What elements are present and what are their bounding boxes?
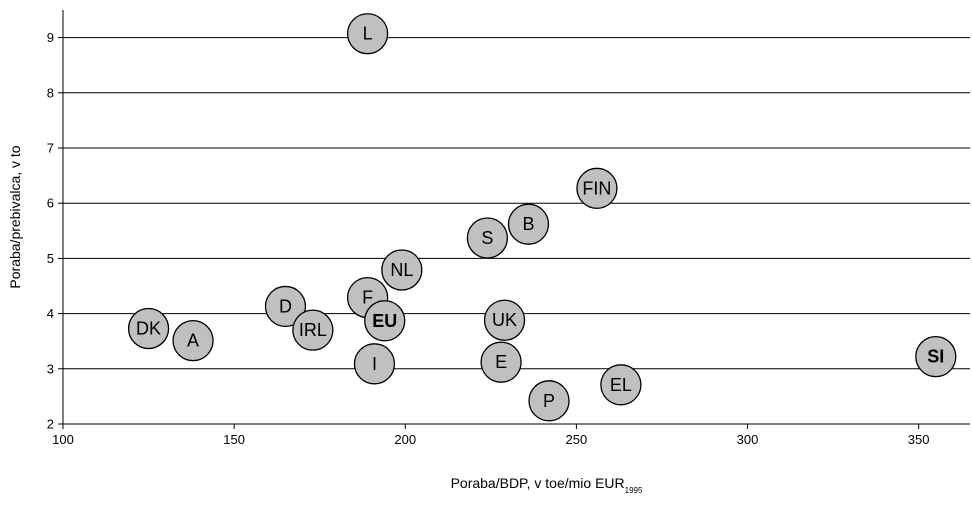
point-d: D [264, 285, 307, 328]
point-label-e: E [495, 352, 507, 372]
point-s: S [466, 217, 509, 259]
point-label-irl: IRL [299, 320, 327, 340]
point-irl: IRL [292, 309, 334, 351]
point-label-dk: DK [136, 319, 161, 339]
point-dk: DK [127, 307, 170, 350]
y-tick-label-2: 2 [47, 417, 54, 432]
y-axis-title: Poraba/prebivalca, v to [7, 145, 23, 288]
point-label-eu: EU [372, 311, 397, 331]
point-marker-el [600, 364, 642, 406]
point-label-nl: NL [390, 260, 413, 280]
point-marker-l [346, 13, 389, 55]
point-label-p: P [543, 391, 555, 411]
point-label-d: D [279, 296, 292, 316]
point-el: EL [600, 364, 642, 406]
y-tick-label-3: 3 [47, 361, 54, 376]
point-label-el: EL [610, 375, 632, 395]
point-marker-eu [364, 300, 406, 342]
point-label-fin: FIN [582, 178, 611, 198]
point-si: SI [915, 336, 957, 378]
x-tick-label-300: 300 [737, 432, 759, 447]
point-marker-p [528, 380, 570, 422]
point-l: L [346, 13, 389, 55]
point-label-si: SI [927, 347, 944, 367]
point-marker-a [172, 319, 214, 362]
x-tick-label-150: 150 [223, 432, 245, 447]
point-label-b: B [522, 214, 534, 234]
point-eu: EU [364, 300, 406, 342]
y-tick-label-6: 6 [47, 196, 54, 211]
point-b: B [507, 203, 550, 245]
y-tick-label-7: 7 [47, 141, 54, 156]
point-marker-b [507, 203, 550, 245]
point-marker-nl [381, 249, 423, 291]
x-tick-label-200: 200 [394, 432, 416, 447]
point-label-s: S [481, 228, 493, 248]
point-label-l: L [363, 24, 373, 44]
point-marker-fin [576, 167, 618, 209]
point-marker-dk [127, 307, 170, 350]
point-marker-d [264, 285, 307, 328]
gridlines [58, 37, 970, 429]
point-e: E [480, 341, 522, 383]
y-tick-label-4: 4 [47, 306, 54, 321]
point-marker-irl [292, 309, 334, 351]
point-i: I [353, 343, 396, 385]
x-tick-label-350: 350 [908, 432, 930, 447]
x-axis-title: Poraba/BDP, v toe/mio EUR1995 [451, 475, 643, 495]
y-tick-label-9: 9 [47, 30, 54, 45]
point-fin: FIN [576, 167, 618, 209]
point-label-a: A [187, 331, 199, 351]
x-axis-title-main: Poraba/BDP, v toe/mio EUR [451, 475, 625, 491]
y-tick-label-5: 5 [47, 251, 54, 266]
data-points: L FIN B S NL F D EU UK IRL DK A SI E I EL P [127, 13, 957, 422]
x-tick-label-250: 250 [566, 432, 588, 447]
point-label-f: F [362, 288, 373, 308]
tick-labels: 2 3 4 5 6 7 8 9 100 150 200 250 300 350 [47, 30, 930, 447]
y-tick-label-8: 8 [47, 85, 54, 100]
point-marker-uk [483, 299, 526, 341]
axes [62, 10, 970, 425]
x-tick-label-100: 100 [52, 432, 74, 447]
point-nl: NL [381, 249, 423, 291]
point-marker-s [466, 217, 509, 259]
point-label-uk: UK [492, 310, 517, 330]
point-marker-e [480, 341, 522, 383]
x-axis-title-subscript: 1995 [625, 486, 643, 495]
point-uk: UK [483, 299, 526, 341]
point-marker-si [915, 336, 957, 378]
point-label-i: I [372, 354, 377, 374]
point-a: A [172, 319, 214, 362]
point-p: P [528, 380, 570, 422]
point-marker-i [353, 343, 396, 385]
